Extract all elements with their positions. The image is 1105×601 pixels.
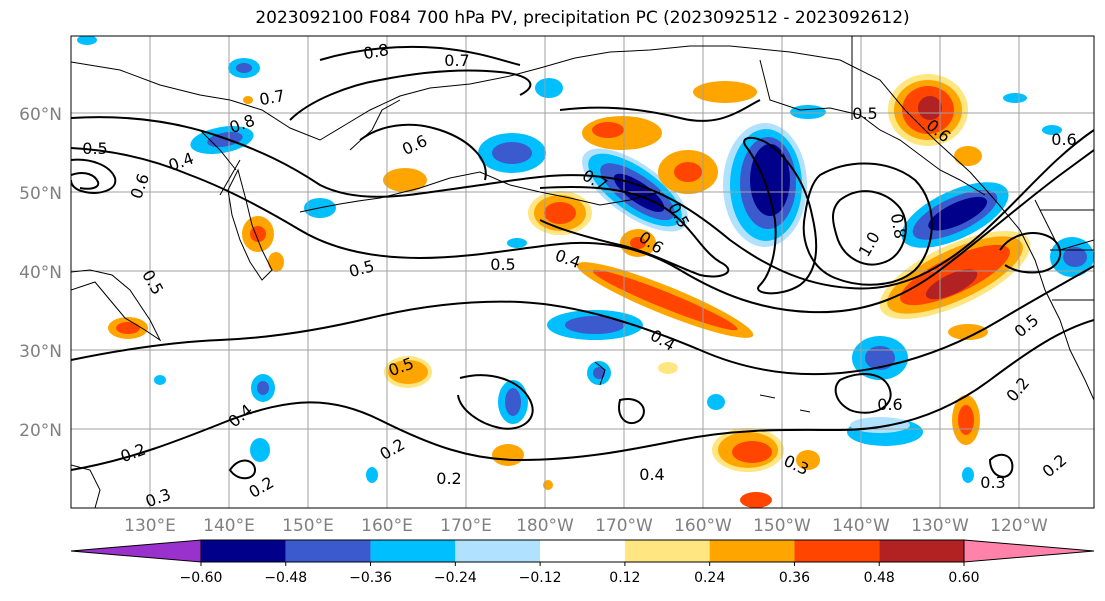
longitude-label: 170°W: [595, 516, 653, 536]
precip-pos-blob: [582, 116, 662, 150]
contour-label: 0.2: [1002, 374, 1033, 406]
colorbar-segment: [285, 540, 371, 562]
contour-label: 0.3: [980, 473, 1005, 492]
precip-pos-blob: [693, 81, 757, 103]
contour-label: 0.5: [1011, 310, 1043, 341]
colorbar-segment: [709, 540, 795, 562]
plot-frame: [70, 35, 1095, 509]
longitude-label: 150°W: [753, 516, 811, 536]
colorbar-segment: [794, 540, 880, 562]
colorbar-tick-label: −0.48: [264, 570, 307, 586]
colorbar-tick-label: −0.60: [180, 570, 223, 586]
pv-contours: [71, 45, 1094, 480]
precip-neg-blob: [901, 182, 1009, 248]
precip-pos-blob: [658, 150, 718, 194]
colorbar-segment: [879, 540, 964, 562]
colorbar-extend-high: [963, 539, 1095, 563]
precip-pos-blob: [108, 96, 988, 508]
latitude-label: 50°N: [19, 184, 62, 204]
precip-neg-blob: [847, 417, 923, 446]
colorbar-segment: [624, 540, 710, 562]
longitude-label: 140°W: [832, 516, 890, 536]
longitude-label: 180°W: [516, 516, 574, 536]
colorbar-segment: [201, 540, 286, 562]
colorbar-segment: [455, 540, 541, 562]
latitude-labels: 60°N 50°N 40°N 30°N 20°N: [19, 105, 62, 441]
contour-label: 0.8: [887, 212, 910, 240]
latitude-label: 40°N: [19, 263, 62, 283]
latitude-label: 30°N: [19, 342, 62, 362]
latitude-label: 20°N: [19, 421, 62, 441]
colorbar-extend-low: [70, 539, 202, 563]
precip-pos-blob: [528, 191, 592, 235]
contour-label: 0.2: [436, 469, 461, 488]
colorbar-tick-label: 0.24: [694, 570, 725, 586]
colorbar-tick-label: −0.36: [349, 570, 392, 586]
colorbar-tick-label: 0.36: [779, 570, 810, 586]
precip-neg-blob: [77, 36, 1062, 483]
longitude-label: 130°W: [911, 516, 969, 536]
longitude-labels: 130°E 140°E 150°E 160°E 170°E 180°W 170°W 160°W…: [124, 516, 1048, 536]
longitude-label: 130°E: [124, 516, 176, 536]
precip-pos-blob: [879, 230, 1031, 320]
precip-pos-blob: [888, 74, 968, 146]
colorbar-segment: [370, 540, 456, 562]
precip-neg-blob: [228, 58, 260, 78]
contour-label: 0.6: [1051, 130, 1076, 149]
longitude-label: 160°E: [361, 516, 413, 536]
longitude-label: 170°E: [440, 516, 492, 536]
contour-label: 0.5: [490, 255, 515, 274]
precip-anomaly-layer: [77, 36, 1094, 508]
precip-neg-blob: [498, 380, 528, 424]
precip-pos-blob: [576, 262, 754, 338]
latitude-label: 60°N: [19, 105, 62, 125]
longitude-label: 150°E: [282, 516, 334, 536]
contour-label: 0.7: [258, 86, 286, 109]
precip-neg-blob: [478, 133, 546, 173]
colorbar-tick-label: −0.12: [519, 570, 562, 586]
colorbar-tick-label: 0.48: [864, 570, 895, 586]
colorbar: −0.60 −0.48 −0.36 −0.24 −0.12 0.12 0.24 0.36 0.4…: [70, 539, 1095, 586]
precip-pos-blob: [712, 428, 784, 472]
precip-neg-blob: [1050, 237, 1094, 277]
longitude-label: 140°E: [203, 516, 255, 536]
colorbar-outline: [200, 539, 965, 563]
contour-label: 0.5: [347, 256, 377, 281]
contour-label: 0.2: [1039, 450, 1071, 481]
contour-label: 0.5: [82, 139, 107, 158]
contour-label: 0.6: [877, 395, 902, 414]
precip-neg-blob: [251, 374, 275, 402]
longitude-label: 160°W: [674, 516, 732, 536]
contour-label: 0.4: [639, 465, 664, 484]
precip-neg-blob: [547, 310, 643, 340]
contour-label: 0.8: [362, 40, 390, 63]
colorbar-segment: [540, 540, 625, 562]
chart-title: 2023092100 F084 700 hPa PV, precipitatio…: [255, 8, 910, 28]
colorbar-tick-label: 0.12: [609, 570, 640, 586]
precip-neg-blob: [582, 148, 688, 232]
contour-label: 0.5: [852, 104, 877, 123]
longitude-label: 120°W: [990, 516, 1048, 536]
colorbar-tick-label: 0.60: [948, 570, 979, 586]
contour-label: 0.7: [444, 51, 469, 70]
colorbar-tick-label: −0.24: [434, 570, 477, 586]
